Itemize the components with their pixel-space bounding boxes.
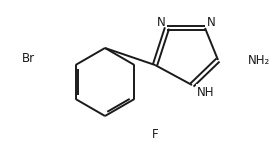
Text: F: F [152,128,158,142]
Text: N: N [157,16,165,29]
Text: Br: Br [21,52,35,65]
Text: NH₂: NH₂ [248,54,270,67]
Text: NH: NH [197,86,215,98]
Text: N: N [207,16,215,29]
